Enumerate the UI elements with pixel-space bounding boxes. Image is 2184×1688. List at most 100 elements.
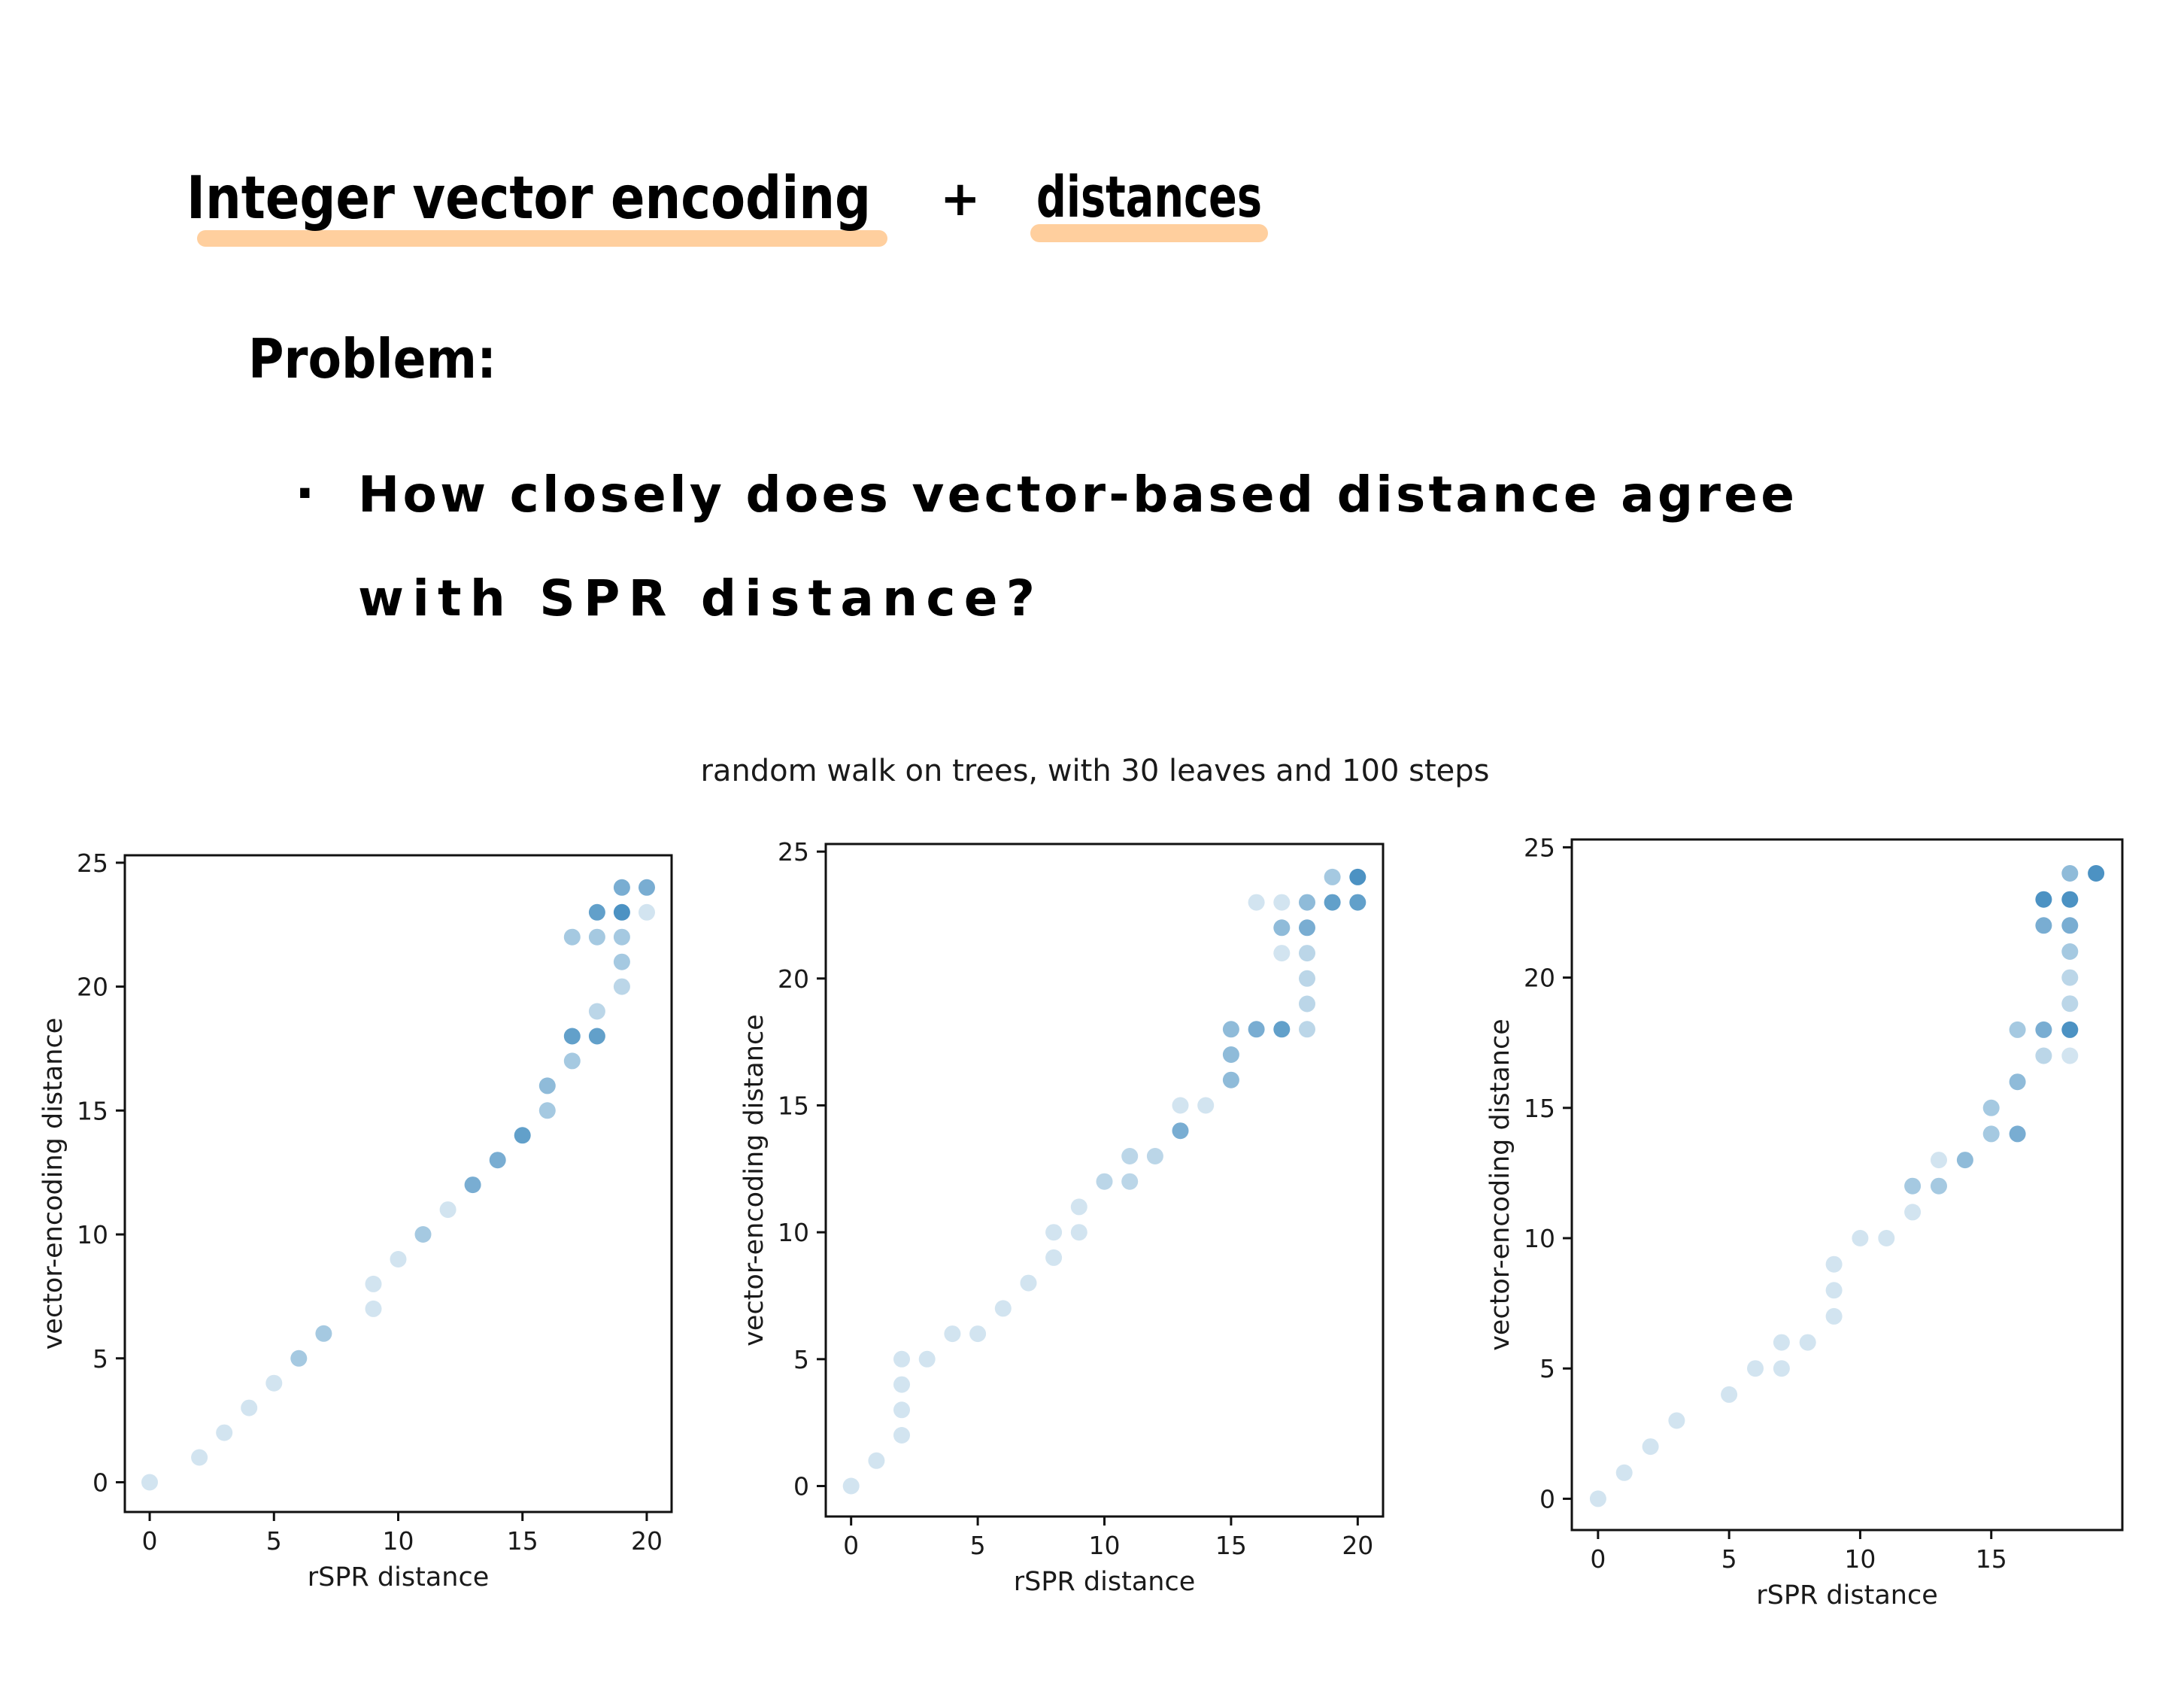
scatter-point [563, 1028, 581, 1045]
x-tick-label: 0 [843, 1531, 859, 1560]
scatter-point [439, 1201, 457, 1219]
y-axis-label: vector-encoding distance [1485, 1019, 1515, 1351]
scatter-point [613, 903, 630, 921]
scatter-point [2035, 1047, 2052, 1064]
scatter-point [1324, 894, 1341, 911]
bullet: · [295, 463, 315, 524]
scatter-point [588, 903, 605, 921]
scatter-point [2035, 891, 2052, 908]
x-tick-label: 10 [1089, 1531, 1121, 1560]
scatter-point [1299, 970, 1315, 987]
scatter-point [2035, 917, 2052, 934]
y-tick-label: 0 [1539, 1484, 1555, 1513]
notes-block: Integer vector encoding + distances Prob… [187, 163, 1794, 627]
scatter-point [2061, 1047, 2079, 1064]
x-axis-label: rSPR distance [1014, 1567, 1195, 1597]
scatter-point [1045, 1249, 1063, 1266]
scatter-point [613, 879, 630, 896]
scatter-point [1931, 1177, 1947, 1195]
plot-frame [1570, 838, 2124, 1532]
question-line-1: How closely does vector-based distance a… [358, 466, 1794, 524]
question-line-2: with SPR distance? [358, 569, 1035, 627]
scatter-point [2088, 865, 2105, 882]
scatter-point [365, 1300, 382, 1317]
scatter-panel-1: 0 5 10 15 20 0 5 10 15 20 25 rSPR distance vector-en… [38, 849, 673, 1592]
scatter-point [563, 1052, 581, 1070]
y-tick-label: 0 [793, 1472, 809, 1501]
scatter-point [1324, 868, 1341, 885]
scatter-point [265, 1374, 283, 1392]
y-tick-label: 5 [93, 1344, 108, 1374]
scatter-point [1273, 919, 1291, 937]
scatter-point [1982, 1099, 2000, 1116]
scatter-point [1222, 1046, 1239, 1063]
scatter-point [390, 1251, 407, 1268]
x-tick-label: 0 [142, 1526, 158, 1556]
scatter-point [639, 879, 655, 896]
scatter-point [1668, 1412, 1685, 1429]
scatter-point [1096, 1173, 1113, 1190]
x-tick-label: 20 [1342, 1531, 1373, 1560]
scatter-point [1299, 995, 1315, 1012]
scatter-point [1642, 1438, 1659, 1456]
x-axis-label: rSPR distance [308, 1562, 489, 1592]
y-tick-label: 20 [77, 973, 108, 1002]
scatter-point [893, 1350, 910, 1368]
y-tick-label: 5 [1539, 1354, 1555, 1383]
x-tick-label: 20 [631, 1526, 663, 1556]
scatter-point [1773, 1360, 1790, 1377]
scatter-point [290, 1349, 308, 1367]
y-tick-label: 5 [793, 1345, 809, 1374]
x-tick-label: 0 [1590, 1544, 1606, 1574]
scatter-point [1197, 1097, 1215, 1114]
scatter-point [893, 1376, 910, 1393]
scatter-point [141, 1474, 158, 1491]
scatter-point [315, 1325, 332, 1342]
scatter-point [365, 1275, 382, 1292]
scatter-point [2035, 1021, 2052, 1038]
scatter-point [1273, 945, 1291, 962]
scatter-point [2061, 1021, 2079, 1038]
scatter-point [1299, 945, 1315, 962]
scatter-point [1825, 1255, 1843, 1273]
y-tick-label: 15 [778, 1091, 809, 1120]
scatter-point [1273, 894, 1291, 911]
scatter-point [1222, 1071, 1239, 1088]
scatter-point [2009, 1125, 2026, 1143]
scatter-point [1222, 1021, 1239, 1038]
scatter-point [1299, 894, 1315, 911]
scatter-point [1172, 1097, 1189, 1114]
chart-suptitle: random walk on trees, with 30 leaves and… [700, 754, 1489, 788]
scatter-point [191, 1449, 208, 1466]
scatter-point [241, 1399, 258, 1416]
highlight-left [197, 230, 887, 247]
scatter-point [1045, 1224, 1063, 1241]
highlight-right [1030, 224, 1268, 242]
y-tick-label: 0 [93, 1468, 108, 1497]
heading-right: distances [1036, 163, 1262, 230]
heading-left: Integer vector encoding [187, 165, 871, 232]
scatter-point [842, 1477, 860, 1495]
scatter-point [2009, 1073, 2026, 1091]
scatter-point [538, 1077, 556, 1094]
scatter-point [1349, 894, 1367, 911]
y-tick-label: 20 [1524, 964, 1555, 993]
scatter-point [1773, 1334, 1790, 1351]
plot-frame [123, 854, 673, 1513]
x-tick-label: 15 [507, 1526, 538, 1556]
scatter-point [2061, 943, 2079, 960]
scatter-point [588, 1028, 605, 1045]
scatter-point [868, 1452, 885, 1469]
scatter-point [918, 1350, 936, 1368]
scatter-point [1349, 868, 1367, 885]
y-axis-label: vector-encoding distance [38, 1018, 68, 1350]
scatter-point [1904, 1204, 1922, 1221]
y-tick-label: 20 [778, 964, 809, 994]
y-tick-label: 15 [1524, 1094, 1555, 1123]
x-tick-label: 15 [1976, 1544, 2007, 1574]
scatter-point [1020, 1274, 1037, 1292]
scatter-point [1299, 1021, 1315, 1038]
scatter-point [944, 1325, 961, 1343]
scatter-point [1904, 1177, 1922, 1195]
scatter-point [1799, 1334, 1816, 1351]
